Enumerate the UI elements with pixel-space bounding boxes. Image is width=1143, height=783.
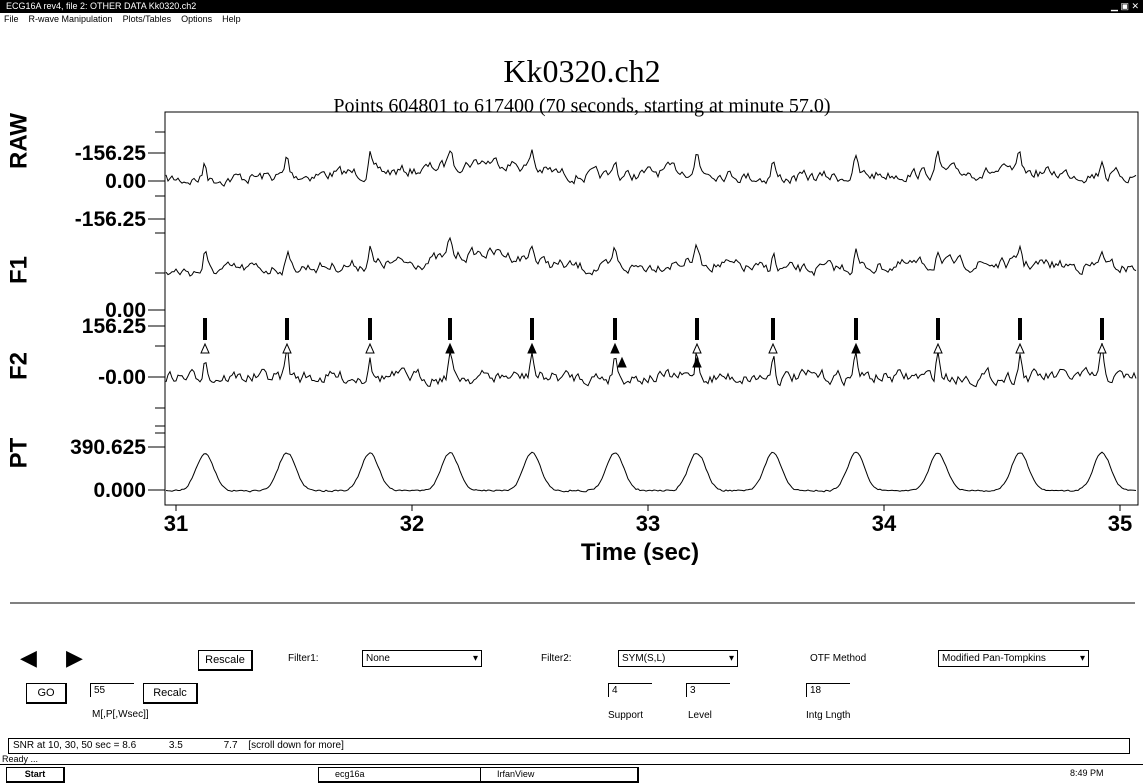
menu-item[interactable]: R-wave Manipulation (28, 14, 113, 24)
snr-value-2: 3.5 (168, 740, 183, 751)
detect-arrow (200, 342, 210, 354)
plot-title: Kk0320.ch2 (503, 53, 660, 89)
detect-arrow (1097, 342, 1107, 354)
menu-bar: File R-wave Manipulation Plots/Tables Optio… (4, 14, 251, 24)
channel-scale-label: -156.25 (75, 142, 147, 165)
channel-scale-label: 390.625 (70, 436, 146, 459)
level-input[interactable]: 3 (686, 683, 730, 697)
channel-name: PT (5, 437, 32, 468)
m-input[interactable]: 55 (90, 683, 134, 697)
r-wave-mark (771, 318, 775, 340)
x-tick-label: 32 (400, 511, 424, 536)
otf-label: OTF Method (810, 653, 867, 664)
r-wave-mark (1018, 318, 1022, 340)
status-line: SNR at 10, 30, 50 sec = 8.6 3.5 7.7 [scr… (8, 738, 1130, 754)
r-wave-mark (203, 318, 207, 340)
detect-arrow (1015, 342, 1025, 354)
intg-label: Intg Lngth (806, 710, 851, 721)
detect-arrow (610, 342, 620, 354)
snr-value-3: 7.7 (223, 740, 238, 751)
level-label: Level (688, 710, 712, 721)
channel-scale-label: 0.00 (105, 299, 146, 322)
next-button[interactable]: ▶ (66, 645, 83, 670)
channel-name: F2 (5, 352, 32, 380)
menu-item[interactable]: Plots/Tables (122, 14, 172, 24)
channel-scale-label: -0.00 (98, 366, 146, 389)
detect-arrow (692, 342, 702, 354)
window-buttons[interactable]: ▁ ▣ ✕ (1111, 1, 1139, 12)
x-tick-label: 35 (1108, 511, 1132, 536)
status-ready: Ready ... (2, 754, 39, 764)
prev-button[interactable]: ◀ (20, 645, 37, 670)
r-wave-mark (695, 318, 699, 340)
task-ecg16a[interactable]: ecg16a (318, 767, 497, 783)
m-label: M[,P[,Wsec]] (92, 709, 149, 720)
filter2-select[interactable]: SYM(S,L) (618, 650, 738, 667)
x-tick-label: 31 (164, 511, 188, 536)
trace (165, 236, 1137, 277)
channel-scale-label: 0.000 (93, 479, 146, 502)
detect-arrow (617, 356, 627, 368)
filter1-select[interactable]: None (362, 650, 482, 667)
trace (165, 149, 1137, 187)
detect-arrow (445, 342, 455, 354)
intg-input[interactable]: 18 (806, 683, 850, 697)
detect-arrow (365, 342, 375, 354)
filter1-label: Filter1: (288, 653, 319, 664)
otf-select[interactable]: Modified Pan-Tompkins (938, 650, 1089, 667)
x-axis-label: Time (sec) (581, 539, 699, 566)
taskbar: Start ecg16a IrfanView 8:49 PM (0, 764, 1143, 783)
r-wave-mark (854, 318, 858, 340)
window-title: ECG16A rev4, file 2: OTHER DATA Kk0320.c… (6, 1, 197, 11)
rescale-button[interactable]: Rescale (198, 650, 253, 671)
detect-arrow (851, 342, 861, 354)
task-irfanview[interactable]: IrfanView (480, 767, 639, 783)
more-text: [scroll down for more] (248, 740, 344, 751)
support-input[interactable]: 4 (608, 683, 652, 697)
detect-arrow (933, 342, 943, 354)
trace (165, 451, 1137, 493)
menu-item[interactable]: File (4, 14, 19, 24)
channel-scale-label: 156.25 (82, 315, 147, 338)
snr-text: SNR at 10, 30, 50 sec = 8.6 (13, 740, 137, 751)
r-wave-mark (448, 318, 452, 340)
r-wave-mark (936, 318, 940, 340)
plot: Kk0320.ch2 Points 604801 to 617400 (70 se… (5, 53, 1139, 604)
plot-subtitle: Points 604801 to 617400 (70 seconds, sta… (333, 95, 830, 117)
plot-frame (164, 111, 1139, 506)
trace (165, 343, 1137, 388)
filter2-label: Filter2: (541, 653, 572, 664)
menu-item[interactable]: Options (181, 14, 213, 24)
go-button[interactable]: GO (26, 683, 67, 704)
r-wave-mark (1100, 318, 1104, 340)
channel-name: F1 (5, 256, 32, 284)
x-tick-label: 33 (636, 511, 660, 536)
detect-arrow (768, 342, 778, 354)
channel-scale-label: 0.00 (105, 170, 146, 193)
r-wave-mark (285, 318, 289, 340)
detect-arrow (527, 342, 537, 354)
r-wave-mark (530, 318, 534, 340)
recalc-button[interactable]: Recalc (143, 683, 198, 704)
r-wave-mark (613, 318, 617, 340)
start-button[interactable]: Start (6, 767, 65, 783)
r-wave-mark (368, 318, 372, 340)
channel-name: RAW (5, 113, 32, 169)
clock: 8:49 PM (1070, 768, 1104, 778)
detect-arrow (282, 342, 292, 354)
x-tick-label: 34 (872, 511, 897, 536)
title-bar: ECG16A rev4, file 2: OTHER DATA Kk0320.c… (0, 0, 1143, 13)
detect-arrow (692, 356, 702, 368)
support-label: Support (608, 710, 644, 721)
menu-item[interactable]: Help (222, 14, 241, 24)
channel-scale-label: -156.25 (75, 208, 147, 231)
